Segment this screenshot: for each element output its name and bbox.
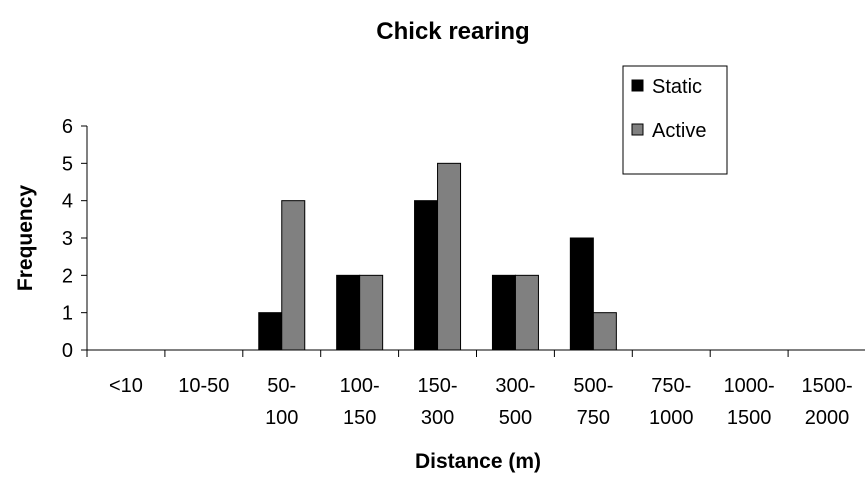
- bar-static: [258, 312, 283, 351]
- plot-area: 0 1 2 3 4 5 6 <10 10-50 50- 100 100- 150 150- 300 300- 5…: [62, 116, 865, 429]
- legend-label-active: Active: [652, 120, 706, 142]
- x-tick-label: 10-50: [178, 375, 229, 397]
- bar-active: [437, 162, 462, 351]
- y-axis-label: Frequency: [14, 185, 37, 292]
- x-tick-label: 150: [343, 407, 376, 429]
- x-tick-label: <10: [109, 375, 143, 397]
- y-tick-label: 2: [62, 265, 73, 287]
- x-tick-label: 300: [421, 407, 454, 429]
- bar-static: [569, 237, 594, 351]
- legend-swatch-static: [631, 79, 644, 92]
- bar-active: [359, 274, 384, 351]
- y-tick-label: 0: [62, 340, 73, 362]
- x-tick-label: 500: [499, 407, 532, 429]
- x-tick-label: 500-: [573, 375, 613, 397]
- x-tick-label: 750: [577, 407, 610, 429]
- x-tick-label: 150-: [418, 375, 458, 397]
- legend-label-static: Static: [652, 76, 702, 98]
- x-tick-label: 1500: [727, 407, 772, 429]
- x-tick-label: 300-: [495, 375, 535, 397]
- x-tick-label: 1000-: [724, 375, 775, 397]
- x-tick-label: 100-: [340, 375, 380, 397]
- bar-active: [281, 200, 306, 351]
- y-tick-label: 6: [62, 116, 73, 138]
- bar-active: [514, 274, 539, 351]
- bar-static: [336, 274, 361, 351]
- y-tick-label: 5: [62, 153, 73, 175]
- x-tick-label: 2000: [805, 407, 850, 429]
- y-tick-label: 4: [62, 191, 73, 213]
- bar-static: [491, 274, 516, 351]
- y-tick-label: 1: [62, 303, 73, 325]
- y-tick-label: 3: [62, 228, 73, 250]
- x-tick-label: 1000: [649, 407, 694, 429]
- chart-title: Chick rearing: [376, 18, 529, 45]
- bar-active: [592, 312, 617, 351]
- x-tick-label: 100: [265, 407, 298, 429]
- x-tick-label: 1500-: [801, 375, 852, 397]
- legend: Static Active: [622, 65, 728, 175]
- x-tick-label: 50-: [267, 375, 296, 397]
- bar-static: [414, 200, 439, 351]
- x-axis-label: Distance (m): [415, 450, 541, 473]
- legend-swatch-active: [631, 123, 644, 136]
- legend-box: [622, 65, 728, 175]
- x-tick-label: 750-: [651, 375, 691, 397]
